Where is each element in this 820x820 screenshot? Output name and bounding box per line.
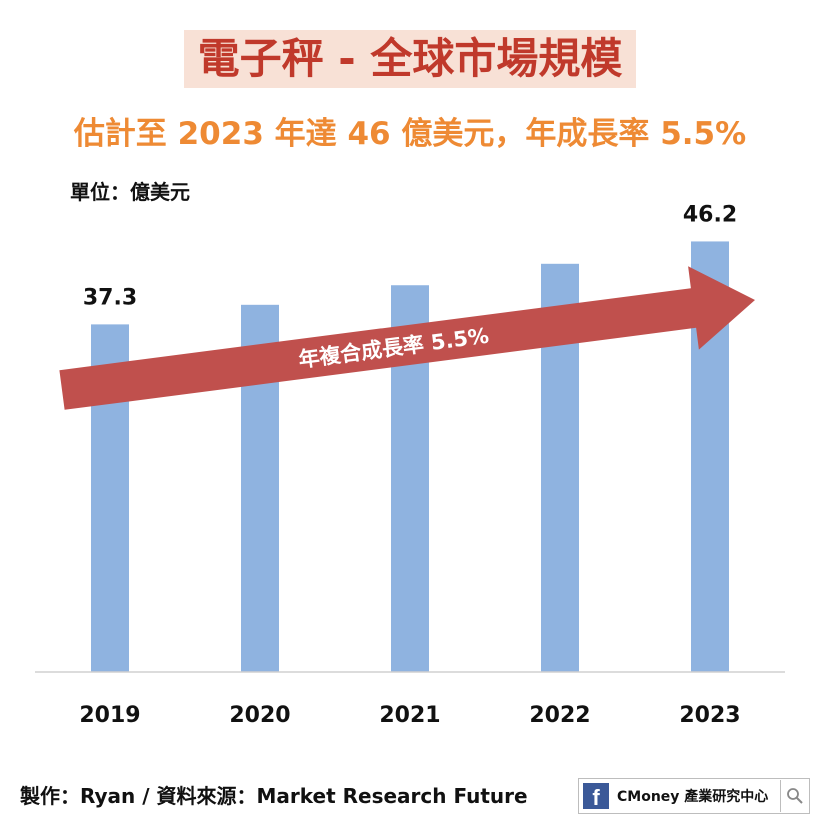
x-tick-label: 2021 [379,703,440,728]
chart-title: 電子秤 - 全球市場規模 [183,30,637,89]
source-credit: 製作：Ryan / 資料來源：Market Research Future [20,784,528,808]
x-tick-label: 2022 [529,703,590,728]
data-label: 37.3 [83,285,137,310]
x-tick-label: 2023 [679,703,740,728]
facebook-icon: f [583,783,609,809]
data-label: 46.2 [683,202,737,227]
unit-label: 單位：億美元 [70,180,190,204]
brand-name: CMoney 產業研究中心 [617,789,769,805]
brand-badge[interactable]: f CMoney 產業研究中心 [578,778,810,814]
growth-arrow [59,266,755,410]
search-icon[interactable] [780,780,809,812]
chart-subtitle: 估計至 2023 年達 46 億美元，年成長率 5.5% [73,116,747,152]
x-tick-label: 2019 [79,703,140,728]
x-tick-label: 2020 [229,703,290,728]
